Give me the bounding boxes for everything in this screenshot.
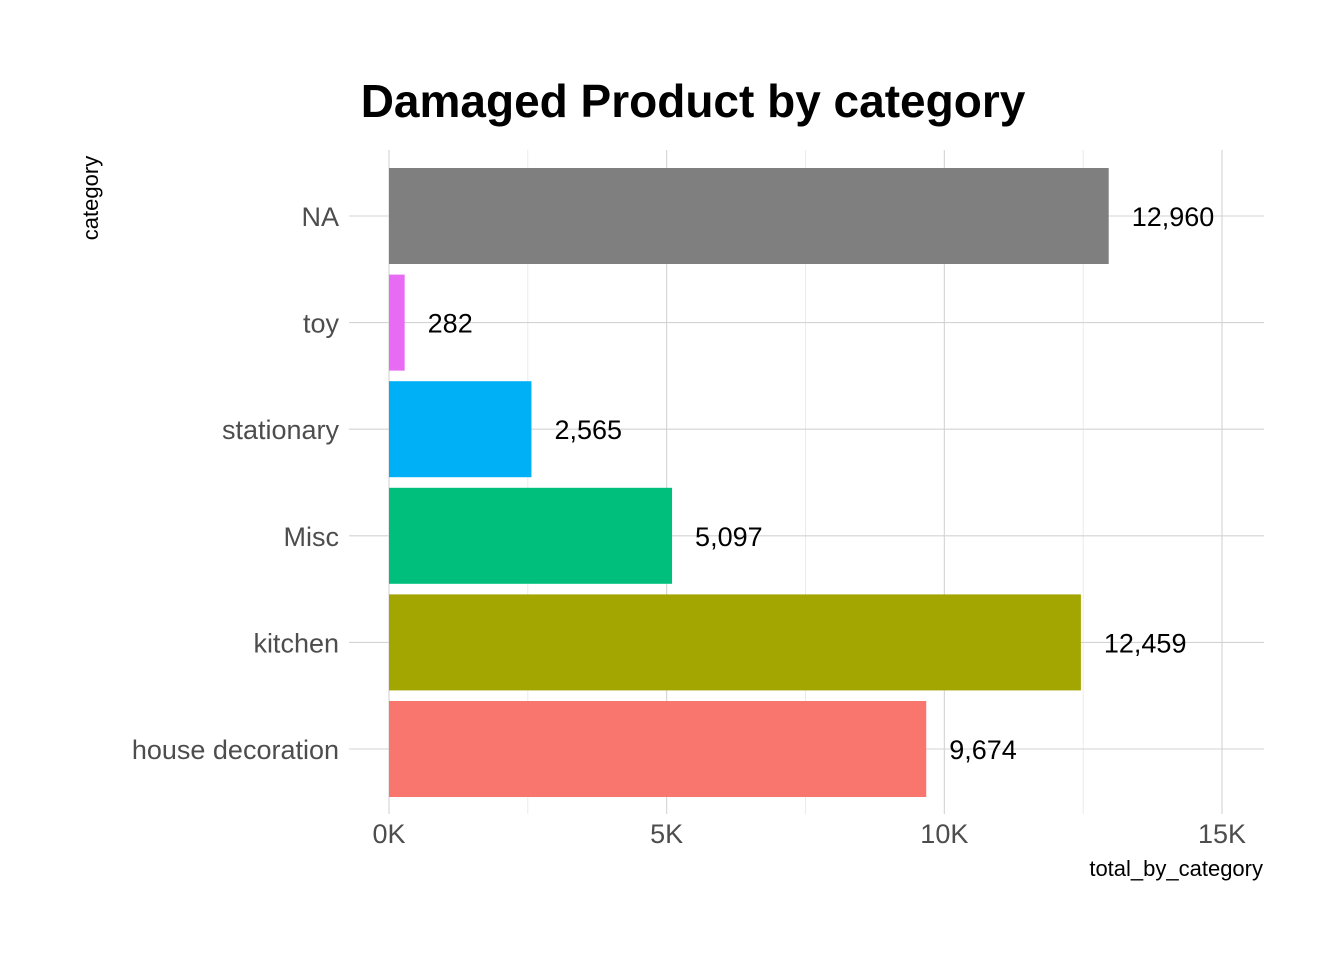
bars [389,168,1109,797]
y-tick-label: house decoration [132,735,339,765]
chart-title: Damaged Product by category [361,75,1026,127]
data-label: 12,459 [1104,628,1187,658]
y-axis-label: category [78,156,103,240]
bar [389,381,532,478]
y-tick-label: toy [303,309,340,339]
y-tick-label: NA [301,202,339,232]
y-axis-tick-labels: house decoration kitchen Misc stationary toy… [132,202,340,765]
data-label: 5,097 [695,522,763,552]
data-label: 12,960 [1132,202,1215,232]
data-label: 9,674 [949,735,1017,765]
y-tick-label: kitchen [253,628,339,658]
y-tick-label: stationary [222,415,340,445]
y-tick-label: Misc [284,522,340,552]
data-labels: 9,674 12,459 5,097 2,565 282 12,960 [428,202,1215,765]
x-axis-tick-labels: 0K 5K 10K 15K [372,819,1246,849]
bar [389,274,405,371]
x-axis-label: total_by_category [1089,856,1263,881]
bar [389,701,927,797]
x-tick-label: 10K [920,819,968,849]
x-tick-label: 15K [1198,819,1246,849]
data-label: 282 [428,309,473,339]
bar [389,168,1109,264]
data-label: 2,565 [554,415,622,445]
x-tick-label: 5K [650,819,683,849]
bar [389,487,673,584]
bar [389,594,1081,691]
x-tick-label: 0K [372,819,405,849]
